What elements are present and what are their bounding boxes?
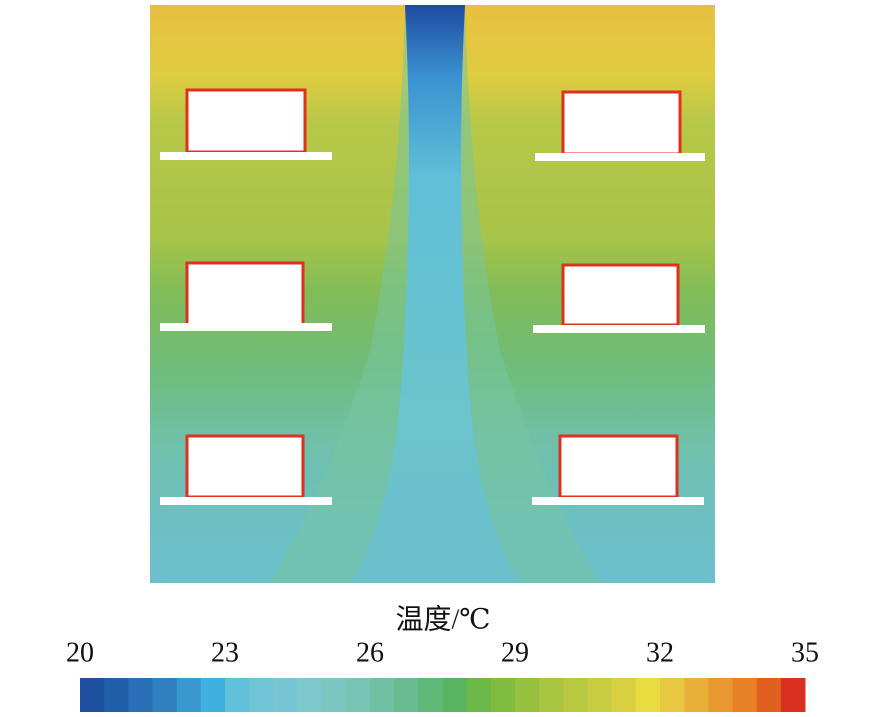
colorbar-segment bbox=[539, 678, 564, 712]
colorbar-segment bbox=[273, 678, 298, 712]
colorbar-segment bbox=[297, 678, 323, 712]
colorbar-tick-label: 32 bbox=[646, 637, 674, 668]
colorbar-segment bbox=[225, 678, 250, 712]
colorbar-segment bbox=[563, 678, 588, 712]
colorbar-segment bbox=[249, 678, 274, 712]
colorbar-label: 温度/℃ bbox=[395, 603, 490, 635]
colorbar-segment bbox=[490, 678, 516, 712]
colorbar-segment bbox=[756, 678, 782, 712]
colorbar-segment bbox=[442, 678, 468, 712]
colorbar-segment bbox=[394, 678, 419, 712]
colorbar-segment bbox=[321, 678, 347, 712]
colorbar-segment bbox=[660, 678, 685, 712]
colorbar-segment bbox=[370, 678, 395, 712]
colorbar-segment bbox=[80, 678, 105, 712]
colorbar-segment bbox=[176, 678, 202, 712]
colorbar-segment bbox=[708, 678, 733, 712]
colorbar-segment bbox=[104, 678, 129, 712]
colorbar-tick-label: 20 bbox=[66, 637, 94, 668]
colorbar-tick-label: 26 bbox=[356, 637, 384, 668]
cold-jet bbox=[350, 5, 520, 583]
colorbar-segment bbox=[732, 678, 758, 712]
temperature-field bbox=[150, 5, 715, 583]
colorbar-segment bbox=[587, 678, 613, 712]
colorbar-segment bbox=[200, 678, 226, 712]
colorbar-segment bbox=[418, 678, 443, 712]
colorbar-segment bbox=[466, 678, 492, 712]
colorbar-segment bbox=[635, 678, 661, 712]
colorbar-segment bbox=[128, 678, 153, 712]
colorbar-segment bbox=[345, 678, 371, 712]
colorbar-segment bbox=[684, 678, 709, 712]
colorbar-tick-label: 23 bbox=[211, 637, 239, 668]
colorbar-segment bbox=[152, 678, 178, 712]
colorbar-tick-label: 35 bbox=[791, 637, 819, 668]
colorbar-segment bbox=[515, 678, 540, 712]
colorbar-tick-label: 29 bbox=[501, 637, 529, 668]
units bbox=[160, 88, 705, 505]
colorbar-segment bbox=[611, 678, 637, 712]
colorbar-segment bbox=[780, 678, 806, 712]
